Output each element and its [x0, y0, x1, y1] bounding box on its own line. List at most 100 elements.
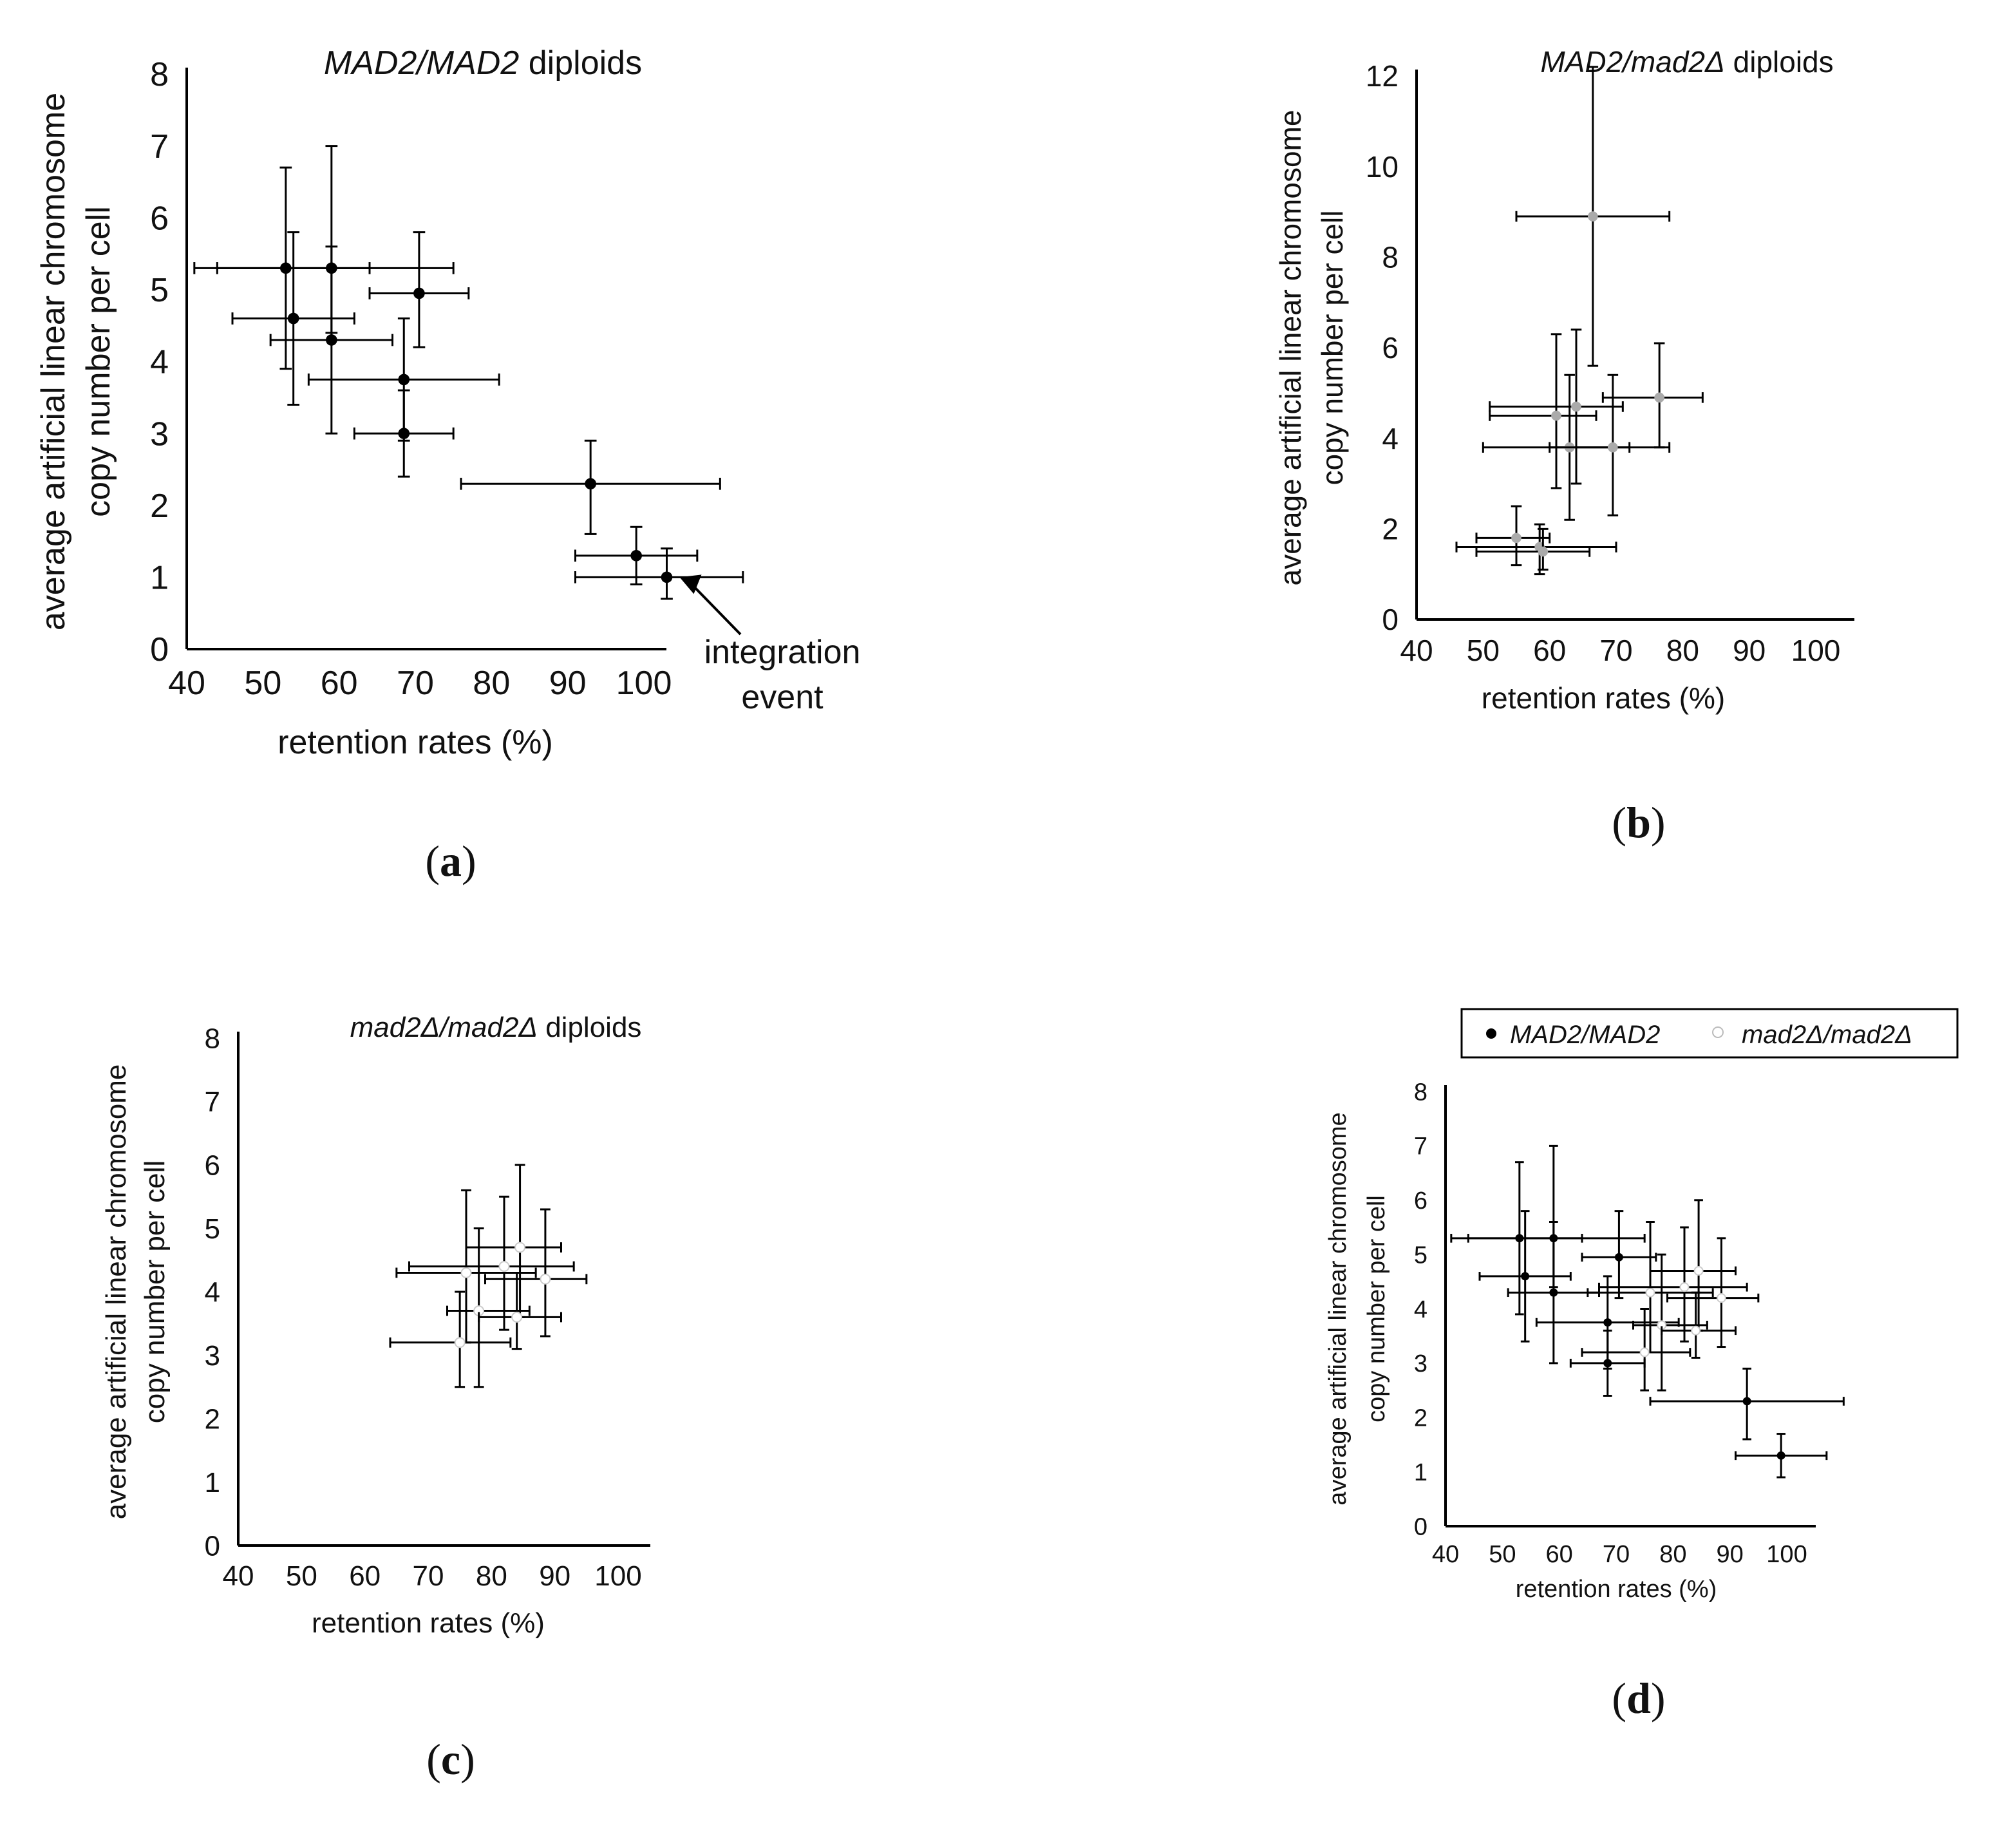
- x-tick-label: 70: [1599, 634, 1632, 667]
- y-tick-label: 8: [1382, 240, 1399, 274]
- x-tick-label: 90: [549, 665, 587, 702]
- data-marker: [1742, 1397, 1751, 1406]
- x-tick-label: 80: [476, 1560, 507, 1592]
- data-point: [1515, 66, 1671, 367]
- y-tick-label: 8: [205, 1023, 220, 1054]
- panel-label-letter: c: [441, 1735, 460, 1784]
- data-marker: [1608, 442, 1618, 453]
- data-point: [446, 1227, 531, 1388]
- data-point: [1735, 1433, 1828, 1479]
- legend-label: mad2Δ/mad2Δ: [1742, 1021, 1912, 1049]
- data-marker: [398, 428, 410, 439]
- y-tick-label: 7: [205, 1086, 220, 1118]
- data-point: [1455, 523, 1617, 576]
- data-marker: [1551, 410, 1561, 421]
- x-tick-label: 60: [321, 665, 358, 702]
- panel-label-open: (: [425, 837, 440, 885]
- panel-label-close: ): [1651, 1674, 1666, 1723]
- x-tick-label: 60: [1533, 634, 1566, 667]
- x-tick-label: 50: [286, 1560, 317, 1592]
- y-tick-label: 1: [205, 1467, 220, 1498]
- x-tick-label: 100: [1766, 1541, 1807, 1568]
- y-tick-label: 4: [150, 344, 169, 381]
- panel-label-letter: a: [440, 837, 462, 885]
- data-point: [574, 547, 744, 600]
- y-tick-label: 4: [1382, 422, 1399, 455]
- x-tick-label: 100: [1791, 634, 1841, 667]
- data-marker: [1716, 1293, 1726, 1303]
- data-point: [1581, 1308, 1691, 1392]
- panel-label-letter: d: [1626, 1674, 1651, 1723]
- data-marker: [1776, 1451, 1785, 1460]
- panel-label: (d): [1612, 1674, 1665, 1723]
- x-tick-label: 80: [473, 665, 510, 702]
- y-tick-label: 2: [1382, 512, 1399, 545]
- x-tick-label: 60: [1546, 1541, 1573, 1568]
- data-point: [269, 245, 393, 435]
- legend-label: MAD2/MAD2: [1510, 1021, 1660, 1049]
- y-tick-label: 3: [150, 415, 169, 453]
- data-point: [216, 145, 455, 334]
- panel-c: 40 50 60 70 80 90 100 0 1 2 3 4 5 6 7 8 retention rates …: [100, 1012, 650, 1784]
- annotation-text-line1: integration: [704, 634, 861, 671]
- data-point: [1661, 1291, 1737, 1359]
- x-tick-label: 90: [539, 1560, 570, 1592]
- y-tick-label: 7: [150, 128, 169, 165]
- data-point: [1475, 527, 1591, 571]
- data-point: [1489, 328, 1624, 485]
- data-marker: [460, 1267, 472, 1278]
- y-axis-label-line2: copy number per cell: [80, 206, 117, 517]
- y-tick-label: 2: [1414, 1405, 1427, 1432]
- data-marker: [1679, 1282, 1690, 1292]
- data-point: [1478, 1210, 1572, 1343]
- data-marker: [1691, 1325, 1701, 1336]
- data-marker: [1603, 1318, 1612, 1327]
- data-marker: [514, 1242, 526, 1253]
- y-axis-label-line1: average artificial linear chromosome: [1324, 1112, 1352, 1505]
- panel-label-open: (: [1612, 798, 1626, 847]
- y-tick-label: 6: [1382, 331, 1399, 364]
- data-point: [389, 1290, 512, 1388]
- y-tick-label: 2: [205, 1403, 220, 1435]
- data-point: [1507, 1221, 1600, 1365]
- legend-marker: [1486, 1028, 1496, 1039]
- data-marker: [413, 287, 425, 299]
- chart-title-rest: diploids: [538, 1012, 641, 1043]
- data-marker: [1588, 211, 1598, 222]
- x-tick-label: 70: [1603, 1541, 1630, 1568]
- data-marker: [511, 1311, 523, 1323]
- y-tick-label: 10: [1366, 150, 1399, 184]
- data-marker: [498, 1261, 510, 1272]
- data-marker: [1639, 1347, 1650, 1357]
- data-marker: [398, 373, 410, 386]
- x-axis-label: retention rates (%): [1482, 681, 1725, 715]
- panel-label-letter: b: [1626, 798, 1651, 847]
- y-tick-label: 5: [150, 272, 169, 309]
- data-marker: [1654, 392, 1664, 403]
- data-marker: [1571, 401, 1581, 412]
- annotation-arrowhead: [679, 574, 702, 594]
- data-point: [1475, 505, 1551, 567]
- x-axis-label: retention rates (%): [1516, 1576, 1717, 1603]
- panel-label-open: (: [1612, 1674, 1626, 1723]
- y-tick-label: 4: [1414, 1296, 1427, 1323]
- x-tick-label: 40: [168, 665, 205, 702]
- x-tick-label: 50: [1467, 634, 1500, 667]
- x-tick-label: 40: [1400, 634, 1433, 667]
- y-tick-label: 0: [1382, 603, 1399, 636]
- data-point: [1666, 1237, 1760, 1348]
- data-marker: [630, 550, 643, 562]
- y-tick-label: 7: [1414, 1133, 1427, 1160]
- data-marker: [1603, 1359, 1612, 1368]
- data-point: [574, 525, 699, 586]
- panel-label-open: (: [426, 1735, 441, 1784]
- y-axis-label-line2: copy number per cell: [139, 1160, 171, 1423]
- data-marker: [1645, 1287, 1655, 1298]
- y-tick-label: 0: [1414, 1513, 1427, 1540]
- data-marker: [661, 571, 673, 583]
- x-tick-label: 90: [1733, 634, 1766, 667]
- data-marker: [1511, 533, 1521, 544]
- chart-title: mad2Δ/mad2Δ diploids: [350, 1012, 642, 1043]
- chart-title-italic: MAD2/MAD2: [324, 44, 519, 82]
- panel-label-close: ): [460, 1735, 475, 1784]
